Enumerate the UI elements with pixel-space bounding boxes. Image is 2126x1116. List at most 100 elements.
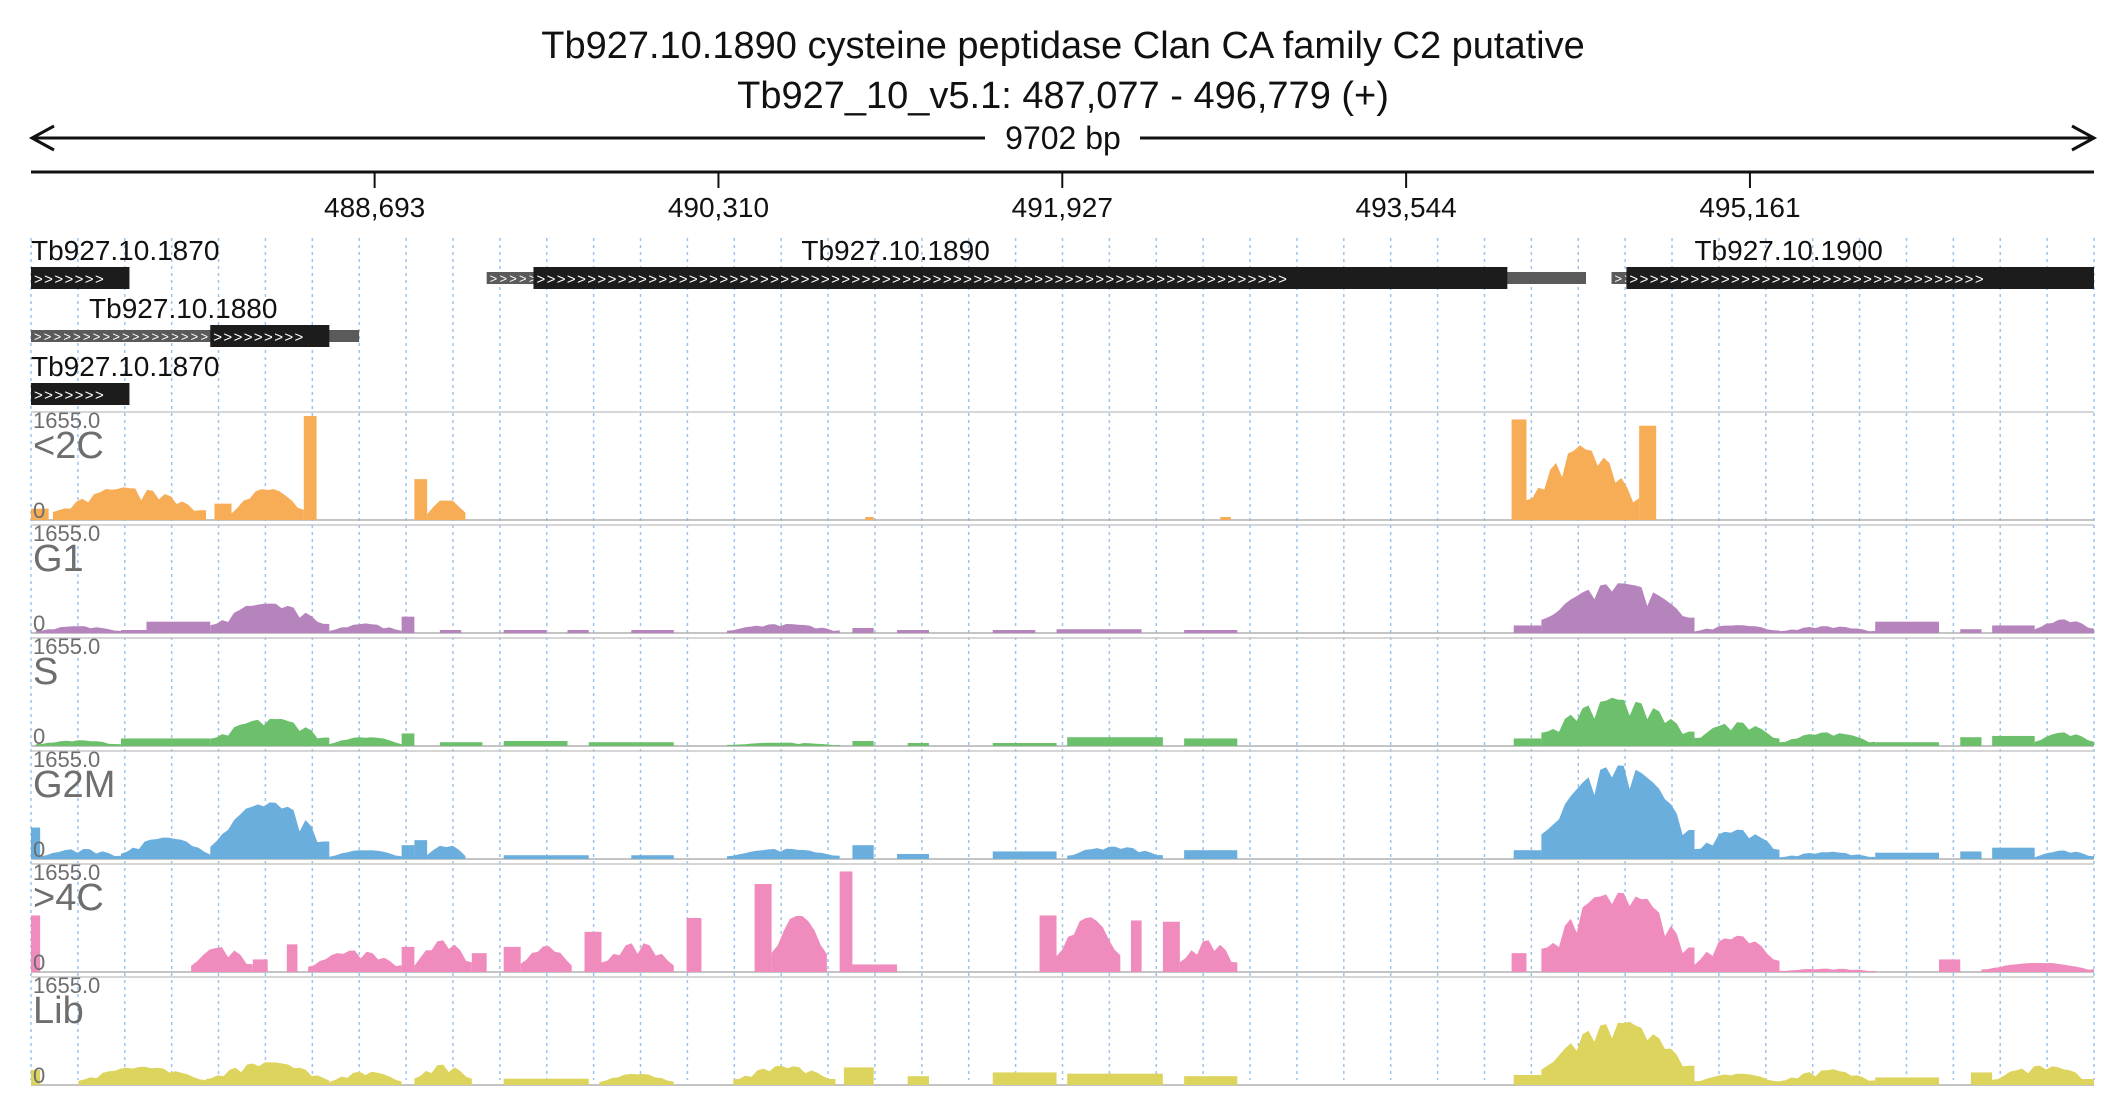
- coverage-block: [897, 853, 929, 859]
- coverage-area: [210, 718, 330, 746]
- gene-cds: [31, 383, 130, 405]
- coverage-block: [31, 508, 49, 520]
- coverage-area: [1056, 917, 1121, 972]
- coverage-area: [210, 802, 330, 859]
- coverage-block: [31, 1069, 41, 1085]
- track-min-label: 0: [33, 724, 45, 749]
- coverage-area: [1541, 583, 1695, 633]
- coverage-block: [503, 855, 589, 859]
- coverage-area: [231, 489, 304, 520]
- coverage-area: [1694, 829, 1780, 859]
- track-label: Lib: [33, 990, 84, 1032]
- track-max-label: 1655.0: [33, 973, 100, 998]
- gene-label: Tb927.10.1900: [1694, 235, 1882, 266]
- coverage-block: [843, 1067, 874, 1085]
- strand-chevrons: >>>>>>>>>>>>>>>>>>>>>>>>>>>>>>>>>>>: [1629, 271, 1985, 288]
- coverage-block: [907, 743, 929, 746]
- coverage-area: [427, 500, 466, 520]
- coverage-area: [726, 742, 840, 746]
- coverage-block: [865, 517, 874, 520]
- arrow-left-icon: [28, 124, 55, 152]
- track-min-label: 0: [33, 611, 45, 636]
- coverage-block: [1184, 850, 1238, 859]
- coverage-block: [214, 503, 232, 520]
- coverage-block: [907, 1076, 929, 1085]
- coverage-block: [1960, 737, 1982, 746]
- coverage-area: [52, 487, 207, 520]
- coverage-block: [120, 738, 211, 746]
- coverage-block: [503, 740, 568, 746]
- coverage-block: [852, 845, 874, 859]
- coverage-area: [733, 1065, 836, 1085]
- coverage-block: [839, 871, 853, 972]
- gene-cds: [1626, 267, 2094, 289]
- coverage-area: [2034, 850, 2094, 859]
- coverage-block: [1162, 921, 1180, 972]
- coverage-block: [1039, 915, 1057, 972]
- coverage-block: [754, 884, 772, 972]
- gene-cds: [533, 267, 1508, 289]
- coverage-block: [1130, 920, 1142, 972]
- coverage-block: [992, 743, 1057, 746]
- track-min-label: 0: [33, 498, 45, 523]
- strand-chevrons: >>>>>>>>>: [213, 329, 304, 346]
- coverage-block: [1938, 959, 1961, 972]
- coverage-block: [1970, 1072, 1993, 1085]
- coverage-block: [1875, 1077, 1939, 1085]
- coverage-block: [146, 621, 211, 633]
- coverage-area: [308, 950, 402, 972]
- coverage-block: [852, 627, 874, 633]
- coverage-area: [771, 916, 827, 972]
- track-max-label: 1655.0: [33, 860, 100, 885]
- coverage-block: [439, 630, 462, 633]
- track-label: S: [33, 651, 58, 693]
- coverage-block: [1960, 851, 1982, 859]
- coverage-area: [329, 850, 402, 859]
- coverage-block: [1184, 738, 1238, 746]
- track-min-label: 0: [33, 950, 45, 975]
- coverage-area: [78, 1066, 206, 1085]
- coverage-block: [1992, 625, 2035, 633]
- coverage-block: [631, 855, 674, 859]
- coverage-block: [252, 959, 268, 972]
- coverage-area: [2034, 619, 2094, 633]
- coverage-area: [205, 1062, 330, 1085]
- coverage-block: [1067, 737, 1163, 746]
- coverage-block: [1056, 629, 1142, 633]
- coverage-area: [210, 603, 330, 633]
- coverage-block: [503, 946, 521, 972]
- coverage-block: [1639, 425, 1657, 520]
- coverage-area: [2034, 732, 2094, 746]
- coverage-area: [35, 740, 121, 746]
- coverage-block: [1992, 735, 2035, 746]
- track-label: G1: [33, 538, 84, 580]
- coverage-area: [1541, 1021, 1695, 1085]
- ruler-tick-label: 495,161: [1699, 192, 1800, 223]
- coverage-area: [1067, 846, 1163, 859]
- coverage-block: [503, 1078, 589, 1085]
- coverage-block: [503, 630, 547, 633]
- coverage-block: [567, 630, 589, 633]
- ruler-tick-label: 488,693: [324, 192, 425, 223]
- ruler-tick-label: 490,310: [668, 192, 769, 223]
- coverage-block: [120, 630, 147, 633]
- coverage-block: [992, 851, 1057, 859]
- coverage-area: [520, 946, 572, 972]
- gene-label: Tb927.10.1890: [801, 235, 989, 266]
- coverage-block: [1875, 852, 1939, 859]
- coverage-area: [1694, 722, 1780, 746]
- arrow-right-icon: [2071, 124, 2098, 152]
- track-label: G2M: [33, 764, 115, 806]
- coverage-block: [401, 845, 415, 859]
- coverage-block: [1513, 850, 1542, 859]
- coverage-block: [631, 630, 674, 633]
- coverage-tracks: <2C1655.00G11655.00S1655.00G2M1655.00>4C…: [31, 408, 2094, 1088]
- ruler-tick-label: 491,927: [1012, 192, 1113, 223]
- coverage-area: [1694, 935, 1780, 972]
